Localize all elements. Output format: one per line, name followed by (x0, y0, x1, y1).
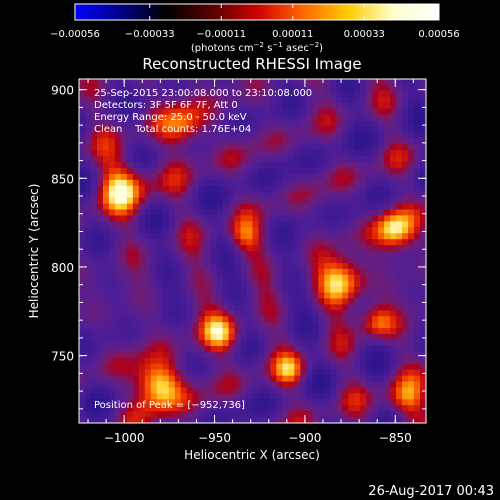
x-tick-label: −900 (288, 431, 321, 445)
y-tick-label: 750 (51, 350, 74, 364)
colorbar-tick-label: 0.00056 (418, 29, 459, 40)
colorbar-unit-label: (photons cm−2 s−1 asec−2) (191, 41, 323, 54)
y-axis-label: Heliocentric Y (arcsec) (27, 184, 41, 319)
y-tick-label: 900 (51, 84, 74, 98)
energy-range-label: Energy Range: 25.0 - 50.0 keV (94, 112, 247, 123)
x-tick-label: −1000 (104, 431, 145, 445)
colorbar-tick-label: −0.00033 (125, 29, 175, 40)
colorbar-tick-label: 0.00033 (344, 29, 385, 40)
colorbar-tick-label: −0.00011 (196, 29, 246, 40)
x-tick-label: −950 (198, 431, 231, 445)
footer-timestamp: 26-Aug-2017 00:43 (368, 484, 494, 499)
chart-title: Reconstructed RHESSI Image (142, 55, 361, 73)
y-tick-label: 850 (51, 172, 74, 186)
colorbar-tick-label: −0.00056 (50, 29, 100, 40)
plot-frame (78, 78, 427, 424)
colorbar (74, 3, 440, 21)
colorbar-tick-label: 0.00011 (272, 29, 313, 40)
observation-info: 25-Sep-2015 23:00:08.000 to 23:10:08.000… (94, 88, 312, 135)
axis-ticks: −1000 −950 −900 −850 750 800 850 900 (51, 79, 426, 445)
x-axis-label: Heliocentric X (arcsec) (184, 448, 320, 462)
heatmap-image (79, 79, 426, 423)
peak-position-label: Position of Peak = [−952,736] (94, 400, 245, 411)
detectors-label: Detectors: 3F 5F 6F 7F, Att 0 (94, 100, 238, 111)
time-range-label: 25-Sep-2015 23:00:08.000 to 23:10:08.000 (94, 88, 312, 99)
clean-counts-label: Clean Total counts: 1.76E+04 (94, 124, 251, 135)
x-tick-label: −850 (379, 431, 412, 445)
colorbar-ticks: −0.00056 −0.00033 −0.00011 0.00011 0.00033 0.… (50, 4, 460, 40)
y-tick-label: 800 (51, 261, 74, 275)
